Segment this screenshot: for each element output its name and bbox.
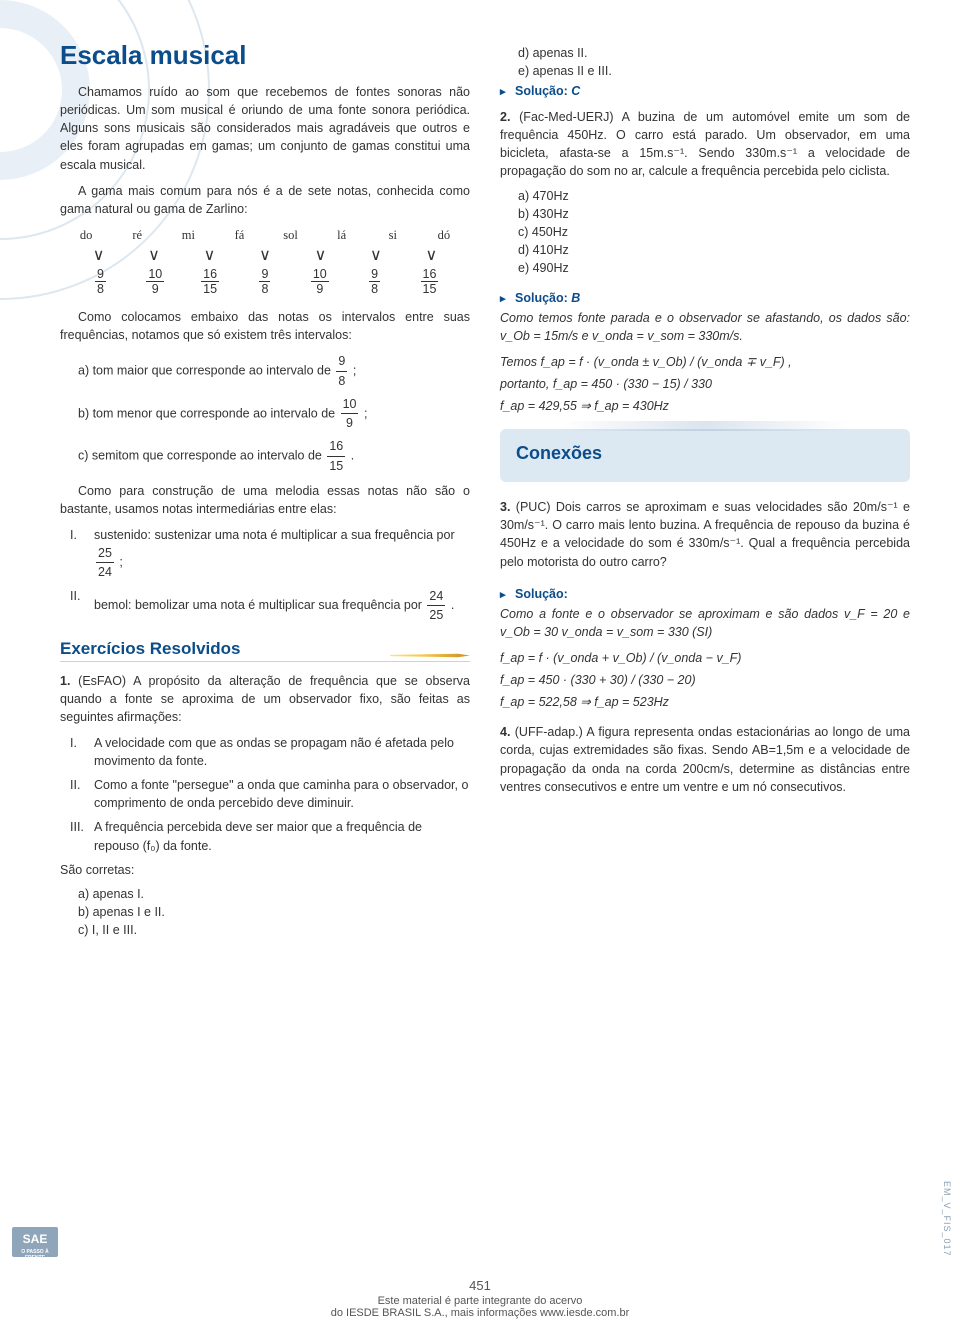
ex1-corretas: São corretas: — [60, 861, 470, 879]
intro-paragraph-1: Chamamos ruído ao som que recebemos de f… — [60, 83, 470, 174]
sol3-text: Como a fonte e o observador se aproximam… — [500, 605, 910, 641]
ex2-num: 2. — [500, 110, 510, 124]
roman-i: I. sustenido: sustenizar uma nota é mult… — [70, 526, 470, 581]
ratio: 98 — [259, 267, 270, 296]
ex1-d: d) apenas II. — [518, 46, 910, 60]
page-title: Escala musical — [60, 40, 470, 71]
ex2-c: c) 450Hz — [518, 225, 910, 239]
ex4-num: 4. — [500, 725, 510, 739]
sol2: Solução: B — [500, 291, 910, 305]
note: sol — [268, 228, 312, 243]
ex1-stem: (EsFAO) A propósito da alteração de freq… — [60, 674, 470, 724]
note: ré — [115, 228, 159, 243]
sol3-eq1: f_ap = f · (v_onda + v_Ob) / (v_onda − v… — [500, 649, 910, 667]
note: fá — [217, 228, 261, 243]
left-column: Escala musical Chamamos ruído ao som que… — [60, 40, 470, 953]
roman-ii: II. bemol: bemolizar uma nota é multipli… — [70, 587, 470, 624]
exercise-4: 4. (UFF-adap.) A figura representa ondas… — [500, 723, 910, 796]
ex4-stem: (UFF-adap.) A figura representa ondas es… — [500, 725, 910, 793]
sol2-eq2: portanto, f_ap = 450 · (330 − 15) / 330 — [500, 375, 910, 393]
note: do — [64, 228, 108, 243]
v-mark: ∨ — [78, 245, 119, 265]
ex3-stem: (PUC) Dois carros se aproximam e suas ve… — [500, 500, 910, 568]
conexoes-box: Conexões — [500, 429, 910, 482]
ex2-b: b) 430Hz — [518, 207, 910, 221]
ex3-num: 3. — [500, 500, 510, 514]
ex1-num: 1. — [60, 674, 70, 688]
ex2-e: e) 490Hz — [518, 261, 910, 275]
scale-notes-row: do ré mi fá sol lá si dó — [64, 228, 466, 243]
roman-list: I. sustenido: sustenizar uma nota é mult… — [70, 526, 470, 625]
exercicios-heading: Exercícios Resolvidos — [60, 639, 470, 662]
footer-line-1: Este material é parte integrante do acer… — [378, 1295, 583, 1307]
ex1-c: c) I, II e III. — [78, 923, 470, 937]
ratio: 98 — [369, 267, 380, 296]
page-content: Escala musical Chamamos ruído ao som que… — [0, 0, 960, 983]
footer: 451 Este material é parte integrante do … — [0, 1278, 960, 1319]
melody-paragraph: Como para construção de uma melodia essa… — [60, 482, 470, 518]
footer-line-2: do IESDE BRASIL S.A., mais informações w… — [331, 1307, 630, 1319]
ex1-a: a) apenas I. — [78, 887, 470, 901]
ex2-d: d) 410Hz — [518, 243, 910, 257]
sae-badge: SAE O PASSO À FRENTE — [12, 1227, 58, 1257]
ex2-a: a) 470Hz — [518, 189, 910, 203]
interval-b: b) tom menor que corresponde ao interval… — [78, 395, 470, 434]
ex1-b: b) apenas I e II. — [78, 905, 470, 919]
v-mark: ∨ — [189, 245, 230, 265]
interval-c: c) semitom que corresponde ao intervalo … — [78, 437, 470, 476]
sol3-eq2: f_ap = 450 · (330 + 30) / (330 − 20) — [500, 671, 910, 689]
sol1: Solução: C — [500, 84, 910, 98]
note: lá — [320, 228, 364, 243]
intro-paragraph-2: A gama mais comum para nós é a de sete n… — [60, 182, 470, 218]
conexoes-title: Conexões — [516, 443, 894, 464]
sol3: Solução: — [500, 587, 910, 601]
v-mark: ∨ — [244, 245, 285, 265]
ratio: 109 — [146, 267, 164, 296]
interval-a: a) tom maior que corresponde ao interval… — [78, 352, 470, 391]
ratio: 109 — [311, 267, 329, 296]
sol3-eq3: f_ap = 522,58 ⇒ f_ap = 523Hz — [500, 693, 910, 711]
ratio: 1615 — [421, 267, 439, 296]
interval-items: a) tom maior que corresponde ao interval… — [78, 352, 470, 476]
ratio: 98 — [95, 267, 106, 296]
scale-frac-row: 98 109 1615 98 109 98 1615 — [68, 267, 462, 296]
page-number: 451 — [0, 1278, 960, 1293]
ex1-I: A velocidade com que as ondas se propaga… — [94, 734, 470, 770]
note: dó — [422, 228, 466, 243]
exercise-1: 1. (EsFAO) A propósito da alteração de f… — [60, 672, 470, 937]
v-mark: ∨ — [355, 245, 396, 265]
note: si — [371, 228, 415, 243]
exercise-3: 3. (PUC) Dois carros se aproximam e suas… — [500, 498, 910, 571]
sol2-eq1: Temos f_ap = f · (v_onda ± v_Ob) / (v_on… — [500, 353, 910, 371]
right-column: d) apenas II. e) apenas II e III. Soluçã… — [500, 40, 910, 953]
side-code: EM_V_FIS_017 — [942, 1181, 952, 1257]
sol2-eq3: f_ap = 429,55 ⇒ f_ap = 430Hz — [500, 397, 910, 415]
exercise-2: 2. (Fac-Med-UERJ) A buzina de um automóv… — [500, 108, 910, 275]
note: mi — [166, 228, 210, 243]
ex1-II: Como a fonte "persegue" a onda que camin… — [94, 776, 470, 812]
ex1-III: A frequência percebida deve ser maior qu… — [94, 818, 470, 854]
sol2-text: Como temos fonte parada e o observador s… — [500, 309, 910, 345]
v-mark: ∨ — [133, 245, 174, 265]
v-mark: ∨ — [411, 245, 452, 265]
scale-v-row: ∨ ∨ ∨ ∨ ∨ ∨ ∨ — [64, 245, 466, 265]
interval-intro: Como colocamos embaixo das notas os inte… — [60, 308, 470, 344]
ex2-stem: (Fac-Med-UERJ) A buzina de um automóvel … — [500, 110, 910, 178]
ratio: 1615 — [201, 267, 219, 296]
ex1-e: e) apenas II e III. — [518, 64, 910, 78]
v-mark: ∨ — [300, 245, 341, 265]
